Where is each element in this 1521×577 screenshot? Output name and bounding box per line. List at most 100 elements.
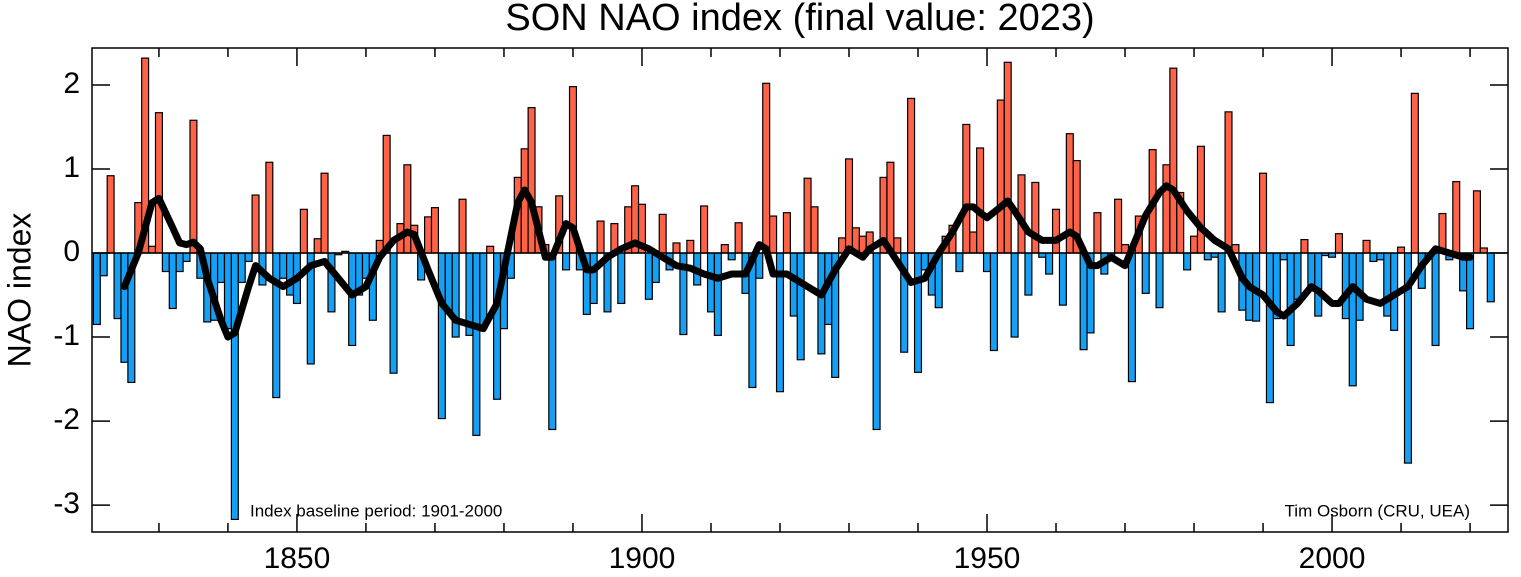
bar — [1162, 164, 1171, 254]
bar — [1314, 252, 1323, 317]
bar — [265, 161, 274, 254]
bar — [486, 245, 495, 254]
bar — [1045, 252, 1054, 275]
bar — [672, 242, 681, 254]
bar — [1362, 239, 1371, 254]
bar — [1051, 208, 1061, 254]
bar — [955, 252, 964, 273]
bar — [686, 239, 695, 254]
bar — [1169, 67, 1178, 254]
bar — [913, 252, 923, 373]
bar — [1141, 252, 1150, 294]
bar — [389, 252, 398, 374]
bar — [272, 252, 281, 399]
bar — [789, 252, 798, 317]
y-tick-label: 0 — [63, 235, 80, 268]
bar — [1196, 145, 1205, 254]
bar — [1224, 111, 1233, 254]
annotation: Tim Osborn (CRU, UEA) — [1285, 501, 1470, 520]
bar — [313, 238, 322, 254]
bar — [1003, 61, 1012, 254]
bar — [1341, 252, 1350, 320]
bar — [1307, 252, 1316, 288]
bar — [769, 215, 778, 254]
annotation: Index baseline period: 1901-2000 — [250, 501, 502, 520]
bar — [589, 252, 598, 305]
bar — [996, 99, 1005, 254]
bar — [872, 252, 881, 431]
bar — [596, 220, 605, 254]
bar — [989, 252, 998, 352]
bar — [1127, 252, 1136, 383]
bar — [969, 231, 978, 254]
bar — [700, 205, 709, 254]
bar — [1203, 252, 1212, 261]
bar — [175, 252, 184, 273]
bar — [1093, 212, 1102, 254]
bar — [762, 82, 771, 254]
bar — [1472, 190, 1481, 254]
smoothed-line — [120, 182, 1474, 341]
bar — [1058, 252, 1067, 306]
y-tick-label: 1 — [63, 151, 80, 184]
bar — [147, 245, 157, 254]
bar — [161, 252, 170, 273]
bar — [120, 252, 129, 363]
bar — [1279, 252, 1288, 261]
bar — [527, 107, 536, 254]
bar — [644, 252, 653, 300]
bar — [237, 252, 246, 284]
bar — [1348, 252, 1357, 387]
bar — [976, 147, 985, 254]
bar — [1410, 92, 1419, 254]
bar — [1465, 252, 1475, 330]
bar — [1010, 252, 1019, 338]
x-tick-label: 2000 — [1299, 542, 1366, 575]
y-tick-label: 2 — [63, 67, 80, 100]
bar — [706, 252, 716, 313]
bar — [216, 252, 226, 284]
bar — [430, 207, 440, 254]
bar — [720, 244, 729, 254]
bar — [748, 252, 757, 389]
bar — [403, 164, 412, 254]
bar — [982, 252, 992, 273]
bar — [796, 252, 805, 361]
bar — [734, 222, 743, 254]
bar — [230, 252, 239, 520]
bar — [803, 177, 812, 254]
bar — [713, 252, 722, 336]
bar — [472, 252, 481, 436]
bar — [617, 252, 626, 305]
bar — [658, 213, 667, 254]
bar — [1217, 252, 1226, 313]
bar — [348, 252, 357, 347]
bar — [907, 97, 916, 254]
bar — [886, 161, 895, 254]
bar — [113, 252, 122, 320]
bar — [893, 237, 902, 254]
bar — [106, 175, 115, 254]
bar — [1189, 235, 1199, 254]
chart-title: SON NAO index (final value: 2023) — [505, 0, 1094, 39]
bar — [154, 112, 163, 254]
bar — [244, 252, 253, 263]
bar — [1479, 247, 1488, 254]
bar — [99, 252, 108, 277]
x-tick-label: 1950 — [954, 542, 1021, 575]
bar — [458, 198, 467, 254]
y-tick-label: -3 — [53, 487, 80, 520]
bar — [1334, 233, 1343, 254]
bar — [782, 212, 791, 254]
y-axis-label: NAO index — [1, 213, 37, 368]
bar — [548, 252, 557, 431]
bar — [1300, 238, 1309, 254]
bar — [1376, 252, 1385, 261]
bar — [1286, 252, 1295, 347]
bar — [1155, 252, 1164, 309]
bar — [1024, 252, 1033, 296]
bar — [1031, 181, 1040, 254]
bar — [168, 252, 177, 310]
bar — [844, 158, 854, 254]
